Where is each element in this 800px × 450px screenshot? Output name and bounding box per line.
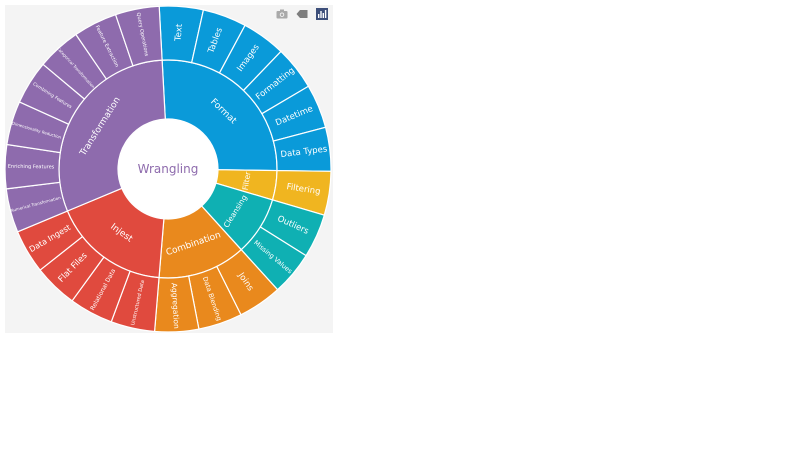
segment-query-operations[interactable] bbox=[114, 5, 163, 67]
plotly-logo-icon[interactable] bbox=[315, 8, 329, 20]
label-wrangling: Wrangling bbox=[138, 162, 199, 176]
label-text: Text bbox=[174, 23, 186, 43]
label-aggregation: Aggregation bbox=[170, 283, 181, 330]
center-root[interactable] bbox=[118, 119, 218, 219]
label-filter: Filter bbox=[241, 170, 253, 191]
label-enriching-features: Enriching Features bbox=[8, 164, 55, 171]
chart-panel: Format Text Tables Images Formatting Datetime… bbox=[5, 5, 333, 333]
modebar bbox=[275, 8, 329, 20]
pan-icon[interactable] bbox=[295, 8, 309, 20]
camera-icon[interactable] bbox=[275, 8, 289, 20]
